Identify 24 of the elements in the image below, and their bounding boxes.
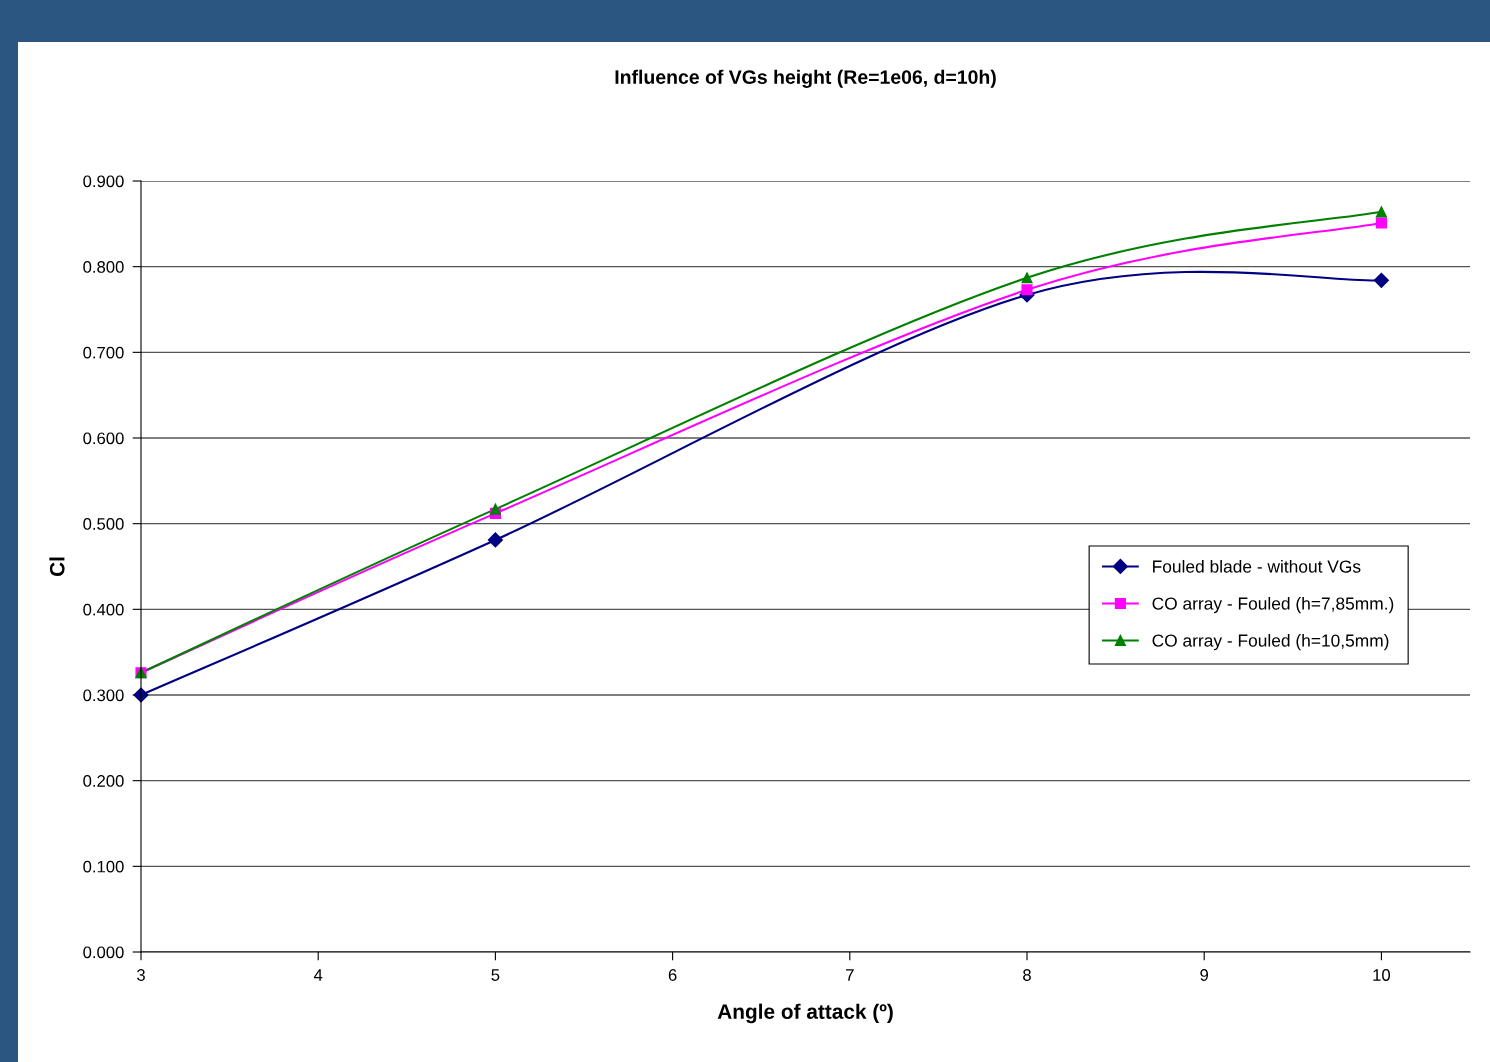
x-tick-label: 9 bbox=[1200, 969, 1209, 981]
y-tick-label: 0.400 bbox=[83, 603, 124, 616]
y-tick-label: 0.800 bbox=[83, 261, 124, 273]
legend-label: Fouled blade - without VGs bbox=[1153, 559, 1361, 573]
y-tick-label: 0.100 bbox=[83, 860, 124, 873]
x-tick-label: 7 bbox=[846, 969, 854, 981]
x-axis-title: Angle of attack (º) bbox=[717, 1003, 893, 1024]
x-tick-label: 3 bbox=[137, 969, 145, 981]
y-tick-label: 0.700 bbox=[83, 346, 124, 359]
legend-label: CO array - Fouled (h=7,85mm.) bbox=[1152, 596, 1394, 614]
x-tick-label: 10 bbox=[1373, 969, 1391, 981]
y-tick-label: 0.900 bbox=[83, 175, 124, 188]
legend-label: CO array - Fouled (h=10,5mm) bbox=[1152, 633, 1389, 651]
y-tick-label: 0.500 bbox=[83, 518, 124, 530]
x-tick-label: 4 bbox=[313, 969, 323, 981]
y-axis-title: Cl bbox=[49, 557, 65, 577]
x-tick-label: 6 bbox=[668, 969, 677, 981]
chart-title: Influence of VGs height (Re=1e06, d=10h) bbox=[615, 69, 996, 88]
x-tick-label: 5 bbox=[491, 969, 500, 981]
y-tick-label: 0.200 bbox=[83, 775, 124, 787]
y-tick-label: 0.000 bbox=[83, 946, 124, 959]
y-tick-label: 0.300 bbox=[83, 689, 124, 702]
x-tick-label: 8 bbox=[1023, 969, 1031, 981]
y-tick-label: 0.600 bbox=[83, 432, 124, 445]
